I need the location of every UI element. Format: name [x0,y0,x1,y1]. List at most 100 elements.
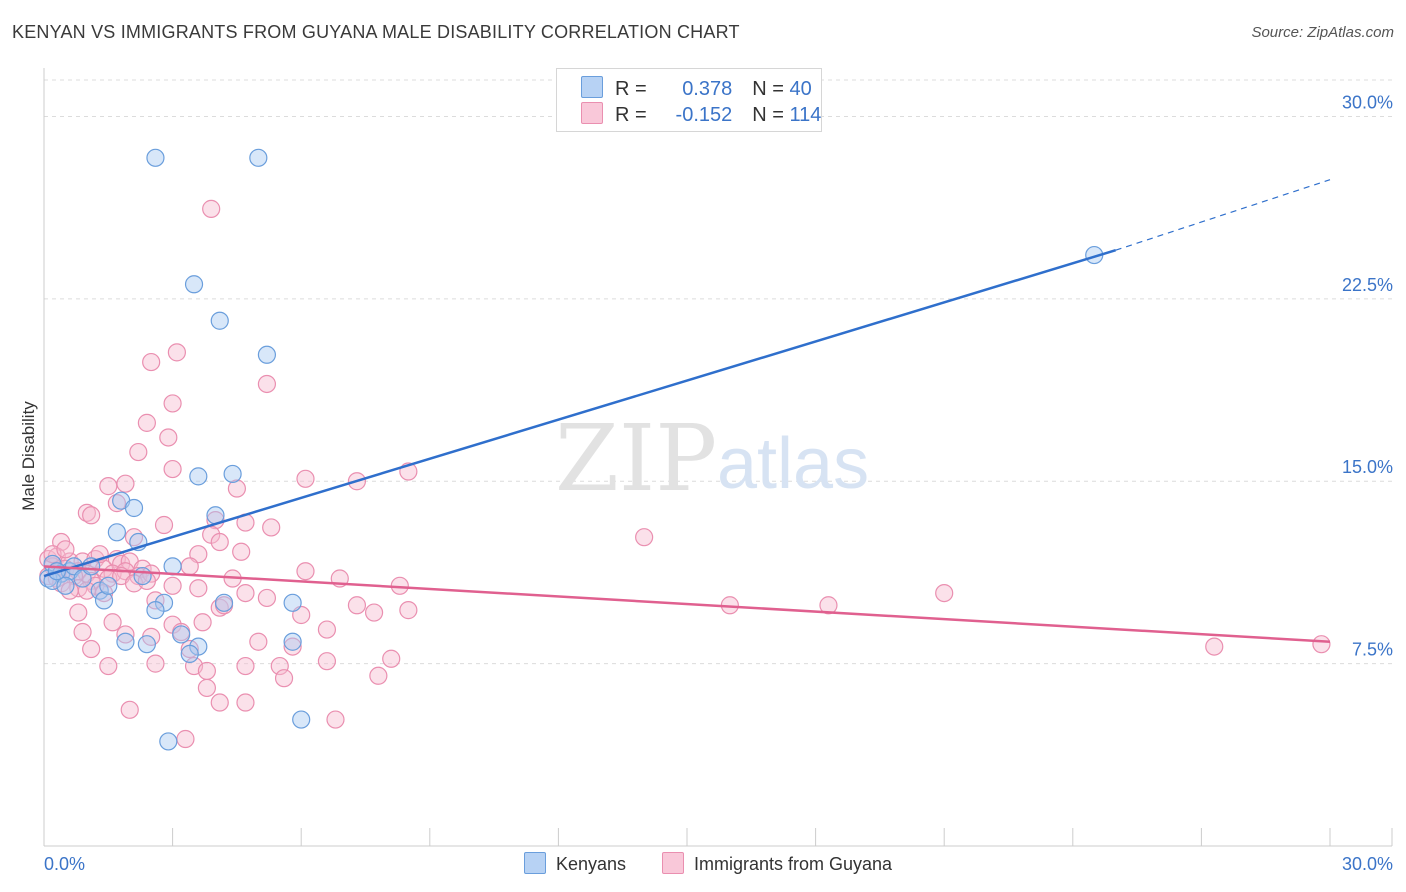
kenyans-point [56,576,75,595]
guyana-point [154,515,174,535]
bottom-legend-kenyans: Kenyans [524,852,626,875]
legend-row-kenyans: R = 0.378 N = 40 [581,76,812,100]
legend-r-label: R = [615,78,647,100]
guyana-point [103,613,122,632]
kenyans-swatch [524,852,546,874]
guyana-point [163,576,182,595]
kenyans-point [90,581,109,600]
guyana-point [382,649,401,668]
guyana-point [326,710,345,729]
kenyans-point [283,593,302,612]
kenyans-swatch [581,76,603,98]
guyana-point [189,579,208,598]
guyana-point [364,603,384,622]
guyana-point [232,542,251,561]
guyana-point [180,557,199,576]
guyana-point [202,199,221,218]
kenyans-point [172,625,191,644]
guyana-point [227,479,246,498]
y-tick-label: 7.5% [1352,640,1393,660]
guyana-trend-line [43,565,1331,643]
guyana-point [137,413,156,432]
guyana-point [193,613,212,632]
kenyans-point [249,148,268,167]
guyana-point [347,596,367,615]
guyana-point [197,678,216,698]
kenyans-point [257,345,277,364]
legend-n-label: N = [752,78,784,100]
y-tick-label: 30.0% [1342,92,1393,112]
legend-n-label: N = [752,104,784,126]
kenyans-point [283,632,302,651]
guyana-point [635,528,654,547]
guyana-swatch [581,102,603,124]
guyana-point [1312,635,1331,654]
legend-r-value-kenyans: 0.378 [682,78,733,100]
guyana-point [283,637,302,656]
kenyans-point [107,523,126,542]
guyana-point [116,625,135,644]
legend-row-guyana: R = -0.152 N = 114 [581,102,821,126]
kenyans-point [137,635,156,654]
kenyans-point [146,148,165,167]
guyana-point [262,518,281,537]
bottom-legend-guyana-label: Immigrants from Guyana [694,854,893,874]
y-tick-label: 15.0% [1342,457,1393,477]
guyana-point [56,540,75,559]
guyana-point [159,428,178,447]
guyana-point [116,474,135,493]
legend-r-label: R = [615,104,647,126]
guyana-point [296,562,315,581]
guyana-swatch [662,852,684,874]
guyana-point [210,693,229,712]
guyana-point [163,459,182,479]
guyana-point [1205,637,1224,656]
y-tick-label: 22.5% [1342,275,1393,295]
guyana-point [236,656,255,676]
guyana-point [142,352,161,372]
guyana-point [369,666,388,685]
guyana-point [317,652,337,671]
guyana-point [257,588,277,608]
guyana-point [82,506,101,525]
guyana-point [249,632,268,651]
source-label: Source: ZipAtlas.com [1251,24,1394,41]
guyana-point [146,654,165,673]
kenyans-point [292,710,311,729]
guyana-point [69,603,88,622]
watermark-atlas: atlas [717,424,869,504]
kenyans-trend-extension [1115,179,1331,251]
bottom-legend-guyana: Immigrants from Guyana [662,852,892,875]
guyana-point [399,601,418,620]
guyana-point [163,394,182,413]
kenyans-trend-line [43,249,1117,578]
guyana-point [274,669,294,688]
guyana-point [167,343,186,362]
legend-r-value-guyana: -0.152 [675,104,733,126]
guyana-point [317,620,337,639]
legend-n-value-kenyans: 40 [789,78,812,100]
kenyans-point [146,601,165,620]
guyana-point [197,661,216,681]
kenyans-point [99,576,118,595]
guyana-point [129,442,148,462]
kenyans-point [159,732,178,751]
chart-title: KENYAN VS IMMIGRANTS FROM GUYANA MALE DI… [12,22,740,42]
kenyans-point [180,644,199,663]
guyana-point [236,583,255,603]
guyana-point [935,583,954,603]
y-axis-title: Male Disability [19,401,38,511]
guyana-point [73,622,92,642]
kenyans-point [184,275,204,294]
guyana-point [99,477,118,496]
guyana-point [210,532,229,552]
correlation-legend: R = 0.378 N = 40 R = -0.152 N = 114 [556,68,822,132]
kenyans-point [133,566,152,586]
kenyans-point [223,464,242,484]
guyana-point [257,374,277,394]
x-tick-label-right: 30.0% [1342,854,1393,874]
kenyans-point [116,632,135,651]
guyana-point [236,693,255,712]
guyana-point [176,729,195,749]
